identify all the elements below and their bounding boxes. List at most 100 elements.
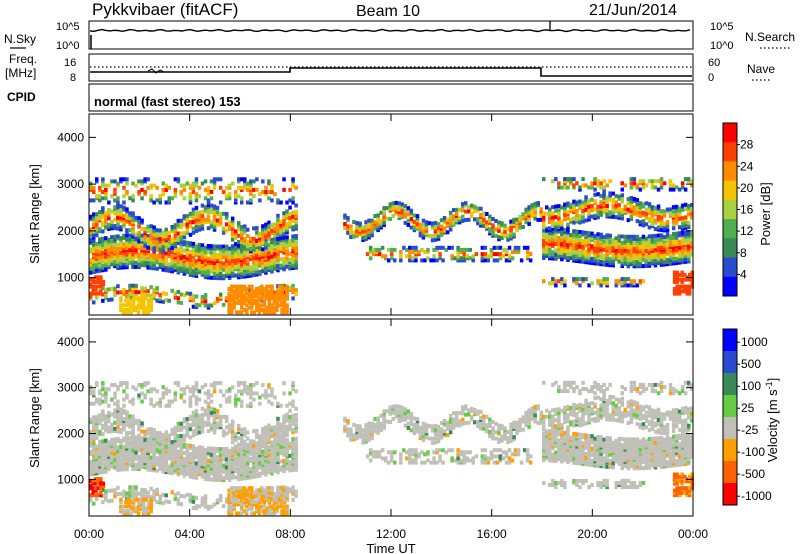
power-cell (149, 296, 153, 301)
power-cell (240, 247, 244, 252)
power-cell (441, 258, 445, 263)
power-cell (99, 282, 103, 287)
power-cell (173, 177, 178, 182)
power-cell (119, 212, 123, 217)
power-cell (294, 244, 298, 249)
power-cell (243, 251, 247, 256)
power-cell (542, 279, 546, 284)
power-cell (104, 267, 108, 272)
power-cell (92, 246, 96, 251)
power-cell (188, 224, 193, 229)
power-cell (243, 272, 247, 277)
power-cell (227, 226, 232, 231)
velocity-cell (276, 443, 280, 448)
power-cell (566, 230, 570, 235)
power-cell (255, 253, 259, 258)
velocity-cell (288, 468, 292, 473)
velocity-cell (101, 409, 105, 414)
power-cell (470, 205, 474, 210)
power-cell (599, 202, 603, 207)
velocity-cell (182, 437, 187, 442)
velocity-cell (98, 456, 102, 461)
velocity-cell (218, 453, 223, 458)
power-cell (167, 247, 171, 252)
power-cell (572, 203, 576, 208)
power-cell (566, 185, 570, 190)
power-cell (158, 194, 162, 199)
velocity-cell (179, 462, 184, 467)
power-cell (647, 208, 652, 213)
power-cell (551, 233, 555, 238)
power-cell (572, 199, 576, 204)
power-cell (629, 243, 634, 248)
power-cell (200, 270, 205, 275)
velocity-cell (98, 446, 102, 450)
power-cell (572, 205, 576, 210)
velocity-cell (258, 434, 262, 439)
power-cell (101, 223, 105, 227)
power-cell (563, 217, 567, 222)
velocity-cell (237, 426, 241, 430)
power-cell (203, 293, 208, 297)
power-cell (167, 262, 171, 267)
power-cell (265, 289, 269, 294)
power-cell (179, 269, 184, 273)
power-cell (578, 220, 582, 225)
power-cell (557, 218, 561, 223)
velocity-cell (218, 447, 223, 451)
power-cell (107, 224, 111, 229)
power-cell (608, 244, 612, 249)
power-cell (258, 231, 262, 236)
power-cell (191, 258, 196, 263)
power-cell (608, 191, 612, 196)
power-cell (194, 218, 199, 223)
power-cell (104, 221, 108, 226)
power-cell (462, 252, 466, 257)
power-cell (137, 216, 141, 221)
power-cell (683, 219, 688, 224)
power-cell (276, 249, 280, 254)
velocity-cell (206, 473, 211, 478)
power-cell (218, 272, 223, 276)
power-cell (587, 239, 591, 244)
power-cell (380, 245, 385, 250)
power-cell (605, 235, 609, 240)
velocity-cell (89, 432, 93, 437)
power-cell (240, 196, 244, 201)
power-cell (185, 245, 190, 249)
power-cell (270, 242, 274, 247)
power-cell (445, 230, 450, 235)
velocity-cell (137, 454, 141, 459)
power-cell (632, 181, 637, 186)
power-cell (167, 254, 171, 258)
velocity-cell (101, 461, 105, 466)
velocity-cell (92, 438, 96, 443)
noise-left-label: N.Sky (4, 32, 36, 46)
power-cell (140, 187, 144, 192)
power-cell (273, 226, 277, 231)
power-cell (668, 187, 673, 192)
velocity-cell (92, 436, 96, 440)
velocity-cell (267, 427, 271, 432)
velocity-cell (131, 440, 135, 445)
power-cell (276, 232, 280, 237)
velocity-cell (267, 453, 271, 458)
power-cell (584, 237, 588, 242)
power-cell (92, 212, 96, 217)
power-cell (227, 271, 232, 276)
power-cell (119, 296, 123, 301)
power-cell (134, 285, 138, 290)
velocity-cell (252, 449, 256, 454)
power-cell (602, 281, 606, 286)
power-cell (89, 229, 93, 234)
power-cell (551, 224, 555, 228)
velocity-cell (200, 458, 205, 463)
power-cell (382, 223, 386, 227)
power-cell (687, 257, 691, 262)
power-cell (240, 291, 244, 296)
velocity-cell (146, 436, 150, 441)
velocity-cell (218, 465, 223, 470)
power-cell (280, 308, 284, 312)
power-cell (436, 230, 441, 235)
power-cell (554, 225, 558, 230)
